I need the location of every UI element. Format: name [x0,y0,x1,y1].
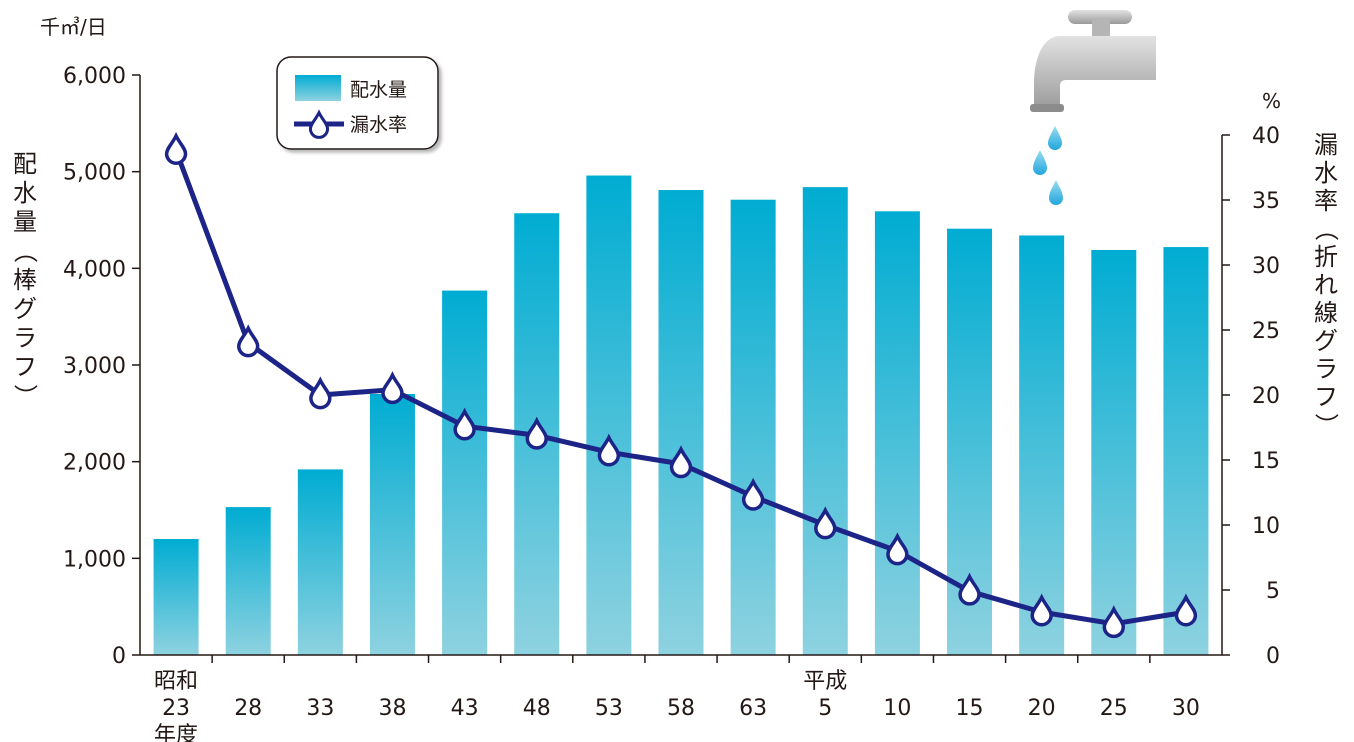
line-point [381,371,404,405]
bar [442,290,488,655]
legend-marker-icon [308,109,330,139]
faucet-icon [1030,10,1156,112]
svg-text:水: 水 [1314,159,1338,187]
svg-text:れ: れ [1314,271,1338,299]
svg-text:水: 水 [13,179,37,207]
svg-text:フ: フ [13,353,37,381]
svg-text:率: 率 [1314,187,1338,215]
left-tick-label: 5,000 [63,161,126,186]
right-tick-label: 10 [1252,514,1280,539]
svg-text:グ: グ [1314,327,1338,355]
x-tick-label: 25 [1100,696,1128,721]
line-point [1030,593,1053,627]
line-point [1174,593,1198,627]
x-tick-label: 48 [523,696,551,721]
line-point [164,131,188,165]
svg-text:ラ: ラ [13,324,37,352]
bar [1091,249,1137,655]
right-tick-label: 0 [1266,644,1280,669]
x-tick-label: 20 [1028,696,1056,721]
line-point [669,445,693,479]
right-tick-label: 35 [1252,189,1280,214]
right-tick-label: 20 [1252,384,1280,409]
left-axis-unit: 千㎥/日 [40,15,107,39]
line-point [741,477,765,511]
svg-text:漏: 漏 [1314,131,1338,159]
svg-text:（: （ [1312,217,1340,241]
legend-line-label: 漏水率 [350,114,407,136]
x-tick-label: 43 [451,696,479,721]
right-tick-label: 5 [1266,579,1280,604]
x-tick-label: 15 [956,696,984,721]
x-tick-label: 10 [883,696,911,721]
legend-bar-label: 配水量 [350,79,407,101]
bar [225,507,271,655]
svg-text:棒: 棒 [13,266,37,294]
left-tick-label: 4,000 [63,257,126,282]
svg-text:ラ: ラ [1314,355,1338,383]
line-series-rousuiritsu [164,131,1198,639]
bar-series-haisuiryo [153,175,1209,656]
line-point [525,416,548,450]
x-tick-label: 33 [306,696,334,721]
left-tick-label: 2,000 [63,451,126,476]
svg-text:量: 量 [13,208,37,236]
water-drops-icon [1033,126,1063,205]
bar [1019,235,1065,655]
x-tick-label: 昭和 23 年度 [154,669,198,742]
right-tick-label: 30 [1252,254,1280,279]
svg-text:）: ） [11,384,39,408]
bar [874,211,920,656]
svg-text:配: 配 [13,150,37,178]
legend: 配水量 漏水率 [276,56,439,150]
left-tick-label: 6,000 [63,64,126,89]
right-tick-label: 40 [1252,124,1280,149]
legend-bar-swatch [295,75,341,101]
left-tick-label: 0 [112,644,126,669]
bar [369,394,415,655]
svg-text:フ: フ [1314,383,1338,411]
bar [658,190,704,656]
left-tick-label: 1,000 [63,547,126,572]
x-tick-label: 58 [667,696,695,721]
svg-text:折: 折 [1314,243,1338,271]
x-tick-label: 平成 5 [803,669,847,721]
line-point [886,532,909,566]
bar [1163,247,1209,656]
bar [153,539,199,655]
line-point [309,376,332,410]
bar [297,469,343,655]
line-point [597,433,621,467]
svg-text:線: 線 [1314,299,1338,327]
right-tick-label: 15 [1252,449,1280,474]
line-point [1102,605,1126,639]
x-tick-label: 30 [1172,696,1200,721]
right-axis-unit: % [1262,89,1281,113]
bar [802,187,848,655]
line-point [814,506,837,540]
right-tick-label: 25 [1252,319,1280,344]
bar [730,199,776,655]
svg-text:）: ） [1312,413,1340,437]
svg-text:（: （ [11,239,39,263]
x-axis-ticks: 昭和 23 年度 28 33 38 43 48 53 58 63 平成 5 10 15 20 25 30 [154,655,1200,742]
left-axis-ticks: 6,000 5,000 4,000 3,000 2,000 1,000 0 [63,64,140,669]
line-point [453,407,476,441]
bar [586,175,632,656]
svg-text:グ: グ [13,295,37,323]
x-tick-label: 28 [234,696,262,721]
line-point [958,572,981,606]
x-tick-label: 53 [595,696,623,721]
x-tick-label: 38 [378,696,406,721]
right-axis-ticks: 40 35 30 25 20 15 10 5 0 [1222,124,1280,669]
line-point [236,324,260,358]
x-tick-label: 63 [739,696,767,721]
left-tick-label: 3,000 [63,354,126,379]
